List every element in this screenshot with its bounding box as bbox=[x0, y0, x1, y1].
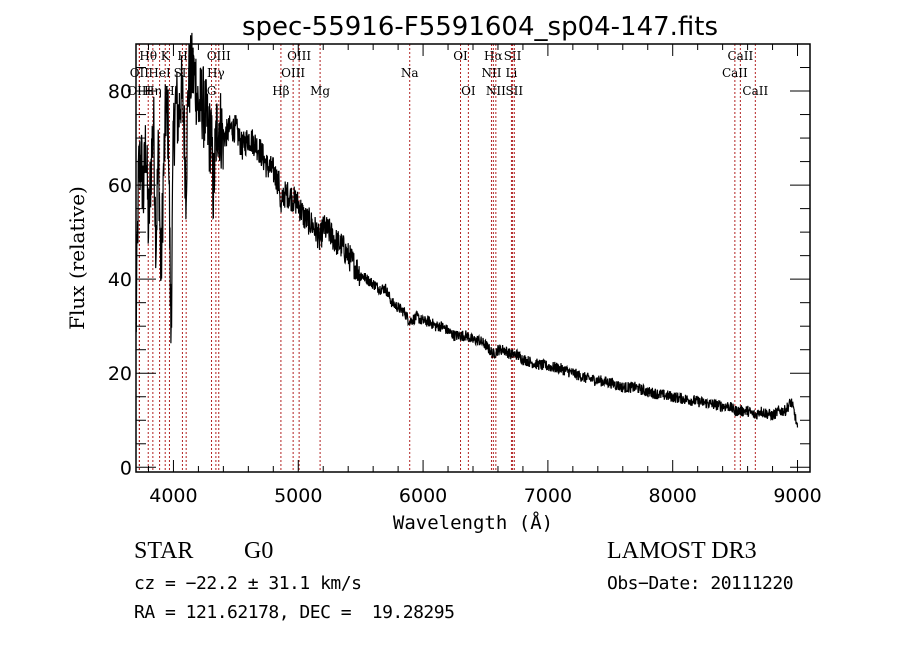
line-marker-label-8: CaII bbox=[727, 49, 753, 63]
y-tick-label-3: 60 bbox=[108, 175, 132, 197]
y-tick-label-0: 0 bbox=[120, 457, 132, 479]
line-marker-label-5: OI bbox=[453, 49, 468, 63]
spectrum-line bbox=[135, 32, 799, 428]
object-type: STAR bbox=[134, 538, 194, 564]
y-axis: 0 20 40 60 80 bbox=[108, 67, 810, 479]
y-tick-label-1: 20 bbox=[108, 363, 132, 385]
line-marker-label-21: G bbox=[207, 84, 217, 98]
y-tick-label-4: 80 bbox=[108, 81, 132, 103]
line-marker-label-1: K bbox=[161, 49, 171, 63]
line-marker-label-16: Li bbox=[506, 66, 518, 80]
x-tick-label-1: 5000 bbox=[274, 485, 322, 507]
obs-date: Obs−Date: 20111220 bbox=[607, 573, 794, 594]
line-marker-label-10: HeI bbox=[148, 66, 171, 80]
line-marker-label-15: NII bbox=[481, 66, 501, 80]
line-marker-label-3: OIII bbox=[207, 49, 231, 63]
line-marker-label-6: Hα bbox=[484, 49, 503, 63]
line-marker-label-12: Hγ bbox=[207, 66, 225, 80]
line-marker-label-23: Mg bbox=[310, 84, 330, 98]
x-tick-label-5: 9000 bbox=[773, 485, 821, 507]
coordinates-readout: RA = 121.62178, DEC = 19.28295 bbox=[134, 602, 455, 623]
line-marker-label-25: NII bbox=[486, 84, 506, 98]
survey-name: LAMOST DR3 bbox=[607, 538, 757, 564]
line-marker-label-22: Hβ bbox=[272, 84, 289, 98]
spectrum-trace-group bbox=[135, 32, 799, 428]
x-tick-label-0: 4000 bbox=[149, 485, 197, 507]
redshift-readout: cz = −22.2 ± 31.1 km/s bbox=[134, 573, 362, 594]
line-marker-label-7: SII bbox=[504, 49, 522, 63]
spectral-subclass: G0 bbox=[244, 538, 274, 564]
x-axis-label: Wavelength (Å) bbox=[393, 511, 553, 534]
line-marker-label-14: Na bbox=[401, 66, 419, 80]
line-marker-label-26: SII bbox=[505, 84, 523, 98]
x-axis: 4000 5000 6000 7000 8000 9000 bbox=[147, 44, 822, 507]
line-marker-label-0: Hθ bbox=[139, 49, 157, 63]
x-tick-label-3: 7000 bbox=[524, 485, 572, 507]
y-tick-label-2: 40 bbox=[108, 269, 132, 291]
line-marker-label-24: OI bbox=[461, 84, 476, 98]
line-marker-label-27: CaII bbox=[742, 84, 768, 98]
line-marker-label-4: OIII bbox=[287, 49, 311, 63]
x-tick-label-4: 8000 bbox=[649, 485, 697, 507]
y-axis-label: Flux (relative) bbox=[65, 186, 89, 330]
plot-frame bbox=[135, 43, 811, 473]
x-tick-label-2: 6000 bbox=[399, 485, 447, 507]
line-marker-label-20: H bbox=[164, 84, 174, 98]
line-marker-label-13: OIII bbox=[281, 66, 305, 80]
chart-title: spec-55916-F5591604_sp04-147.fits bbox=[242, 12, 718, 42]
line-marker-label-17: CaII bbox=[722, 66, 748, 80]
line-marker-label-11: SII bbox=[174, 66, 192, 80]
